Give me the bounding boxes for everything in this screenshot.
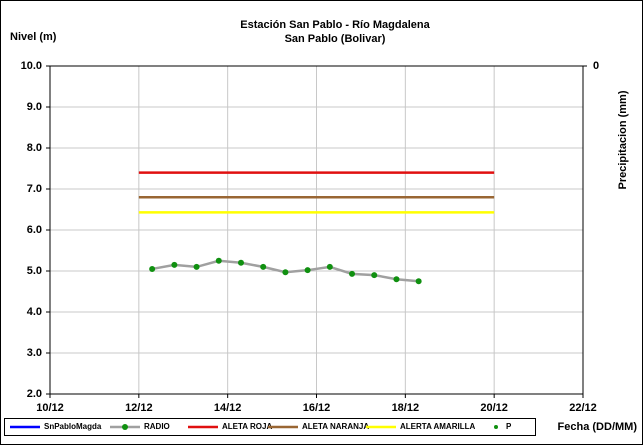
point — [415, 278, 422, 285]
point — [260, 263, 267, 270]
y-tick-label: 7.0 — [27, 183, 42, 195]
legend-marker — [122, 424, 128, 430]
x-tick-label: 22/12 — [569, 402, 597, 414]
x-tick-label: 14/12 — [214, 402, 242, 414]
plot-frame — [49, 65, 584, 395]
x-tick-label: 16/12 — [303, 402, 331, 414]
legend-swatch — [494, 425, 498, 429]
y-tick-label: 3.0 — [27, 347, 42, 359]
y2-axis-label: Precipitacion (mm) — [617, 90, 629, 189]
y2-tick-label: 0 — [593, 60, 599, 72]
point — [193, 263, 200, 270]
point — [326, 263, 333, 270]
point — [215, 257, 222, 264]
y-tick-label: 2.0 — [27, 388, 42, 400]
x-tick-label: 12/12 — [125, 402, 153, 414]
y-tick-label: 8.0 — [27, 142, 42, 154]
y-axis-label: Nivel (m) — [10, 31, 57, 43]
legend-label: P — [506, 422, 512, 431]
y-tick-label: 10.0 — [21, 60, 42, 72]
chart-title: Estación San Pablo - Río Magdalena — [240, 19, 430, 31]
y-tick-label: 6.0 — [27, 224, 42, 236]
x-tick-label: 10/12 — [36, 402, 64, 414]
x-axis-label: Fecha (DD/MM) — [558, 421, 638, 433]
chart-subtitle: San Pablo (Bolivar) — [285, 33, 386, 45]
legend-label: ALETA ROJA — [222, 422, 272, 431]
point — [393, 276, 400, 283]
legend-label: ALERTA AMARILLA — [400, 422, 475, 431]
point — [304, 267, 311, 274]
y-tick-label: 9.0 — [27, 101, 42, 113]
x-tick-label: 20/12 — [480, 402, 508, 414]
point — [349, 270, 356, 277]
point — [171, 261, 178, 268]
y-tick-label: 4.0 — [27, 306, 42, 318]
point — [371, 272, 378, 279]
point — [149, 265, 156, 272]
y-tick-label: 5.0 — [27, 265, 42, 277]
legend-label: ALETA NARANJA — [302, 422, 369, 431]
point — [282, 269, 289, 276]
x-tick-label: 18/12 — [392, 402, 420, 414]
legend-label: RADIO — [144, 422, 170, 431]
legend-label: SnPabloMagda — [44, 422, 102, 431]
point — [237, 259, 244, 266]
